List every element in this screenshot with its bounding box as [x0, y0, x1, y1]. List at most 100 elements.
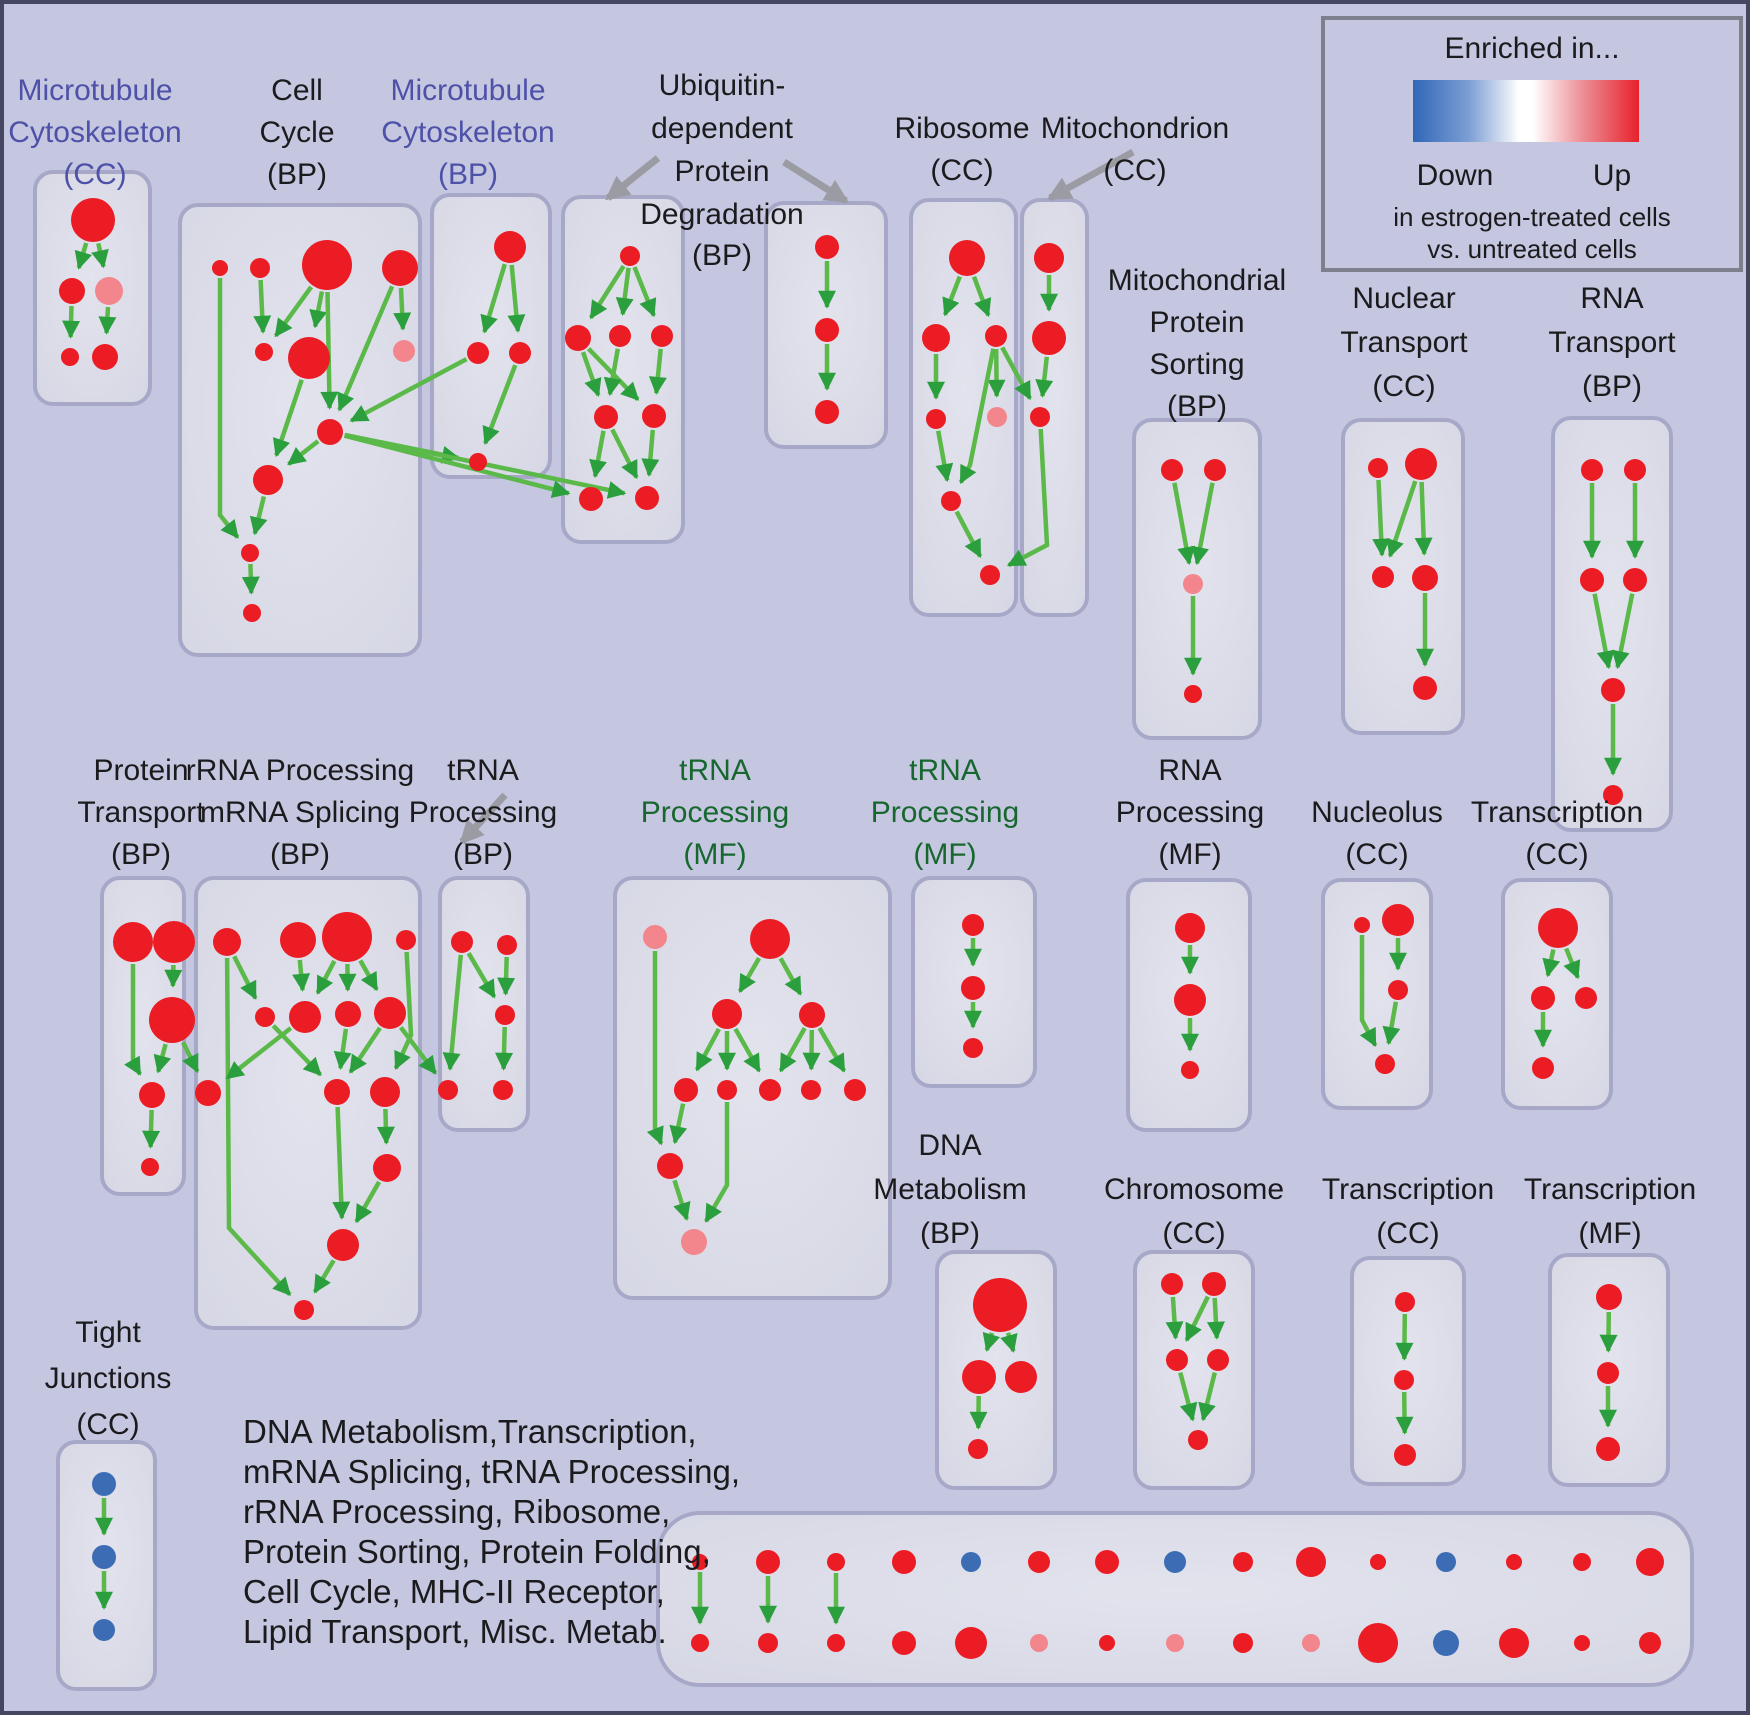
edge-arrow: [354, 1180, 382, 1224]
box-nuc_trans: [1341, 418, 1465, 735]
edge-arrow: [497, 956, 516, 996]
node-up: [1372, 566, 1394, 588]
label-transcription_cc_mid: Transcription: [1471, 796, 1643, 829]
edge-arrow: [1414, 481, 1433, 556]
label-pointer-arrow-icon: [459, 792, 508, 845]
label-ubiq_a: Ubiquitin-: [659, 69, 786, 102]
node-up: [968, 1439, 988, 1459]
node-up: [844, 1079, 866, 1101]
edge-arrow: [482, 364, 518, 445]
note-line: mRNA Splicing, tRNA Processing,: [243, 1453, 740, 1490]
edge-arrow: [337, 285, 395, 412]
edge-arrow: [648, 348, 667, 395]
edge-arrow: [348, 1026, 382, 1074]
edge-arrow: [343, 433, 571, 498]
node-up: [497, 935, 517, 955]
node-up: [973, 1278, 1027, 1332]
box-transcription_cc_mid: [1501, 878, 1613, 1110]
edge-arrow: [1395, 1313, 1414, 1361]
node-up: [1005, 1361, 1037, 1393]
label-mito: Mitochondrion: [1041, 112, 1229, 145]
node-up: [59, 278, 85, 304]
node-up: [922, 324, 950, 352]
node-up: [1413, 676, 1437, 700]
label-mt_bp: (BP): [438, 158, 498, 191]
label-mt_cc: Cytoskeleton: [8, 116, 181, 149]
node-up: [1207, 1349, 1229, 1371]
node-up: [280, 922, 316, 958]
node-up: [1095, 1550, 1119, 1574]
node-up: [1405, 448, 1437, 480]
edge-arrow: [737, 956, 762, 993]
node-up: [1188, 1430, 1208, 1450]
node-up: [1603, 785, 1623, 805]
edge-arrow: [1184, 1295, 1210, 1342]
note-line: Cell Cycle, MHC-II Receptor,: [243, 1573, 665, 1610]
node-up: [61, 348, 79, 366]
label-tight_junctions: Junctions: [45, 1362, 172, 1395]
edge-arrow: [987, 348, 1006, 398]
node-weak-up: [643, 925, 667, 949]
note-line: DNA Metabolism,Transcription,: [243, 1413, 697, 1450]
node-up: [609, 325, 631, 347]
edge-arrow: [1165, 1296, 1184, 1340]
node-up: [149, 997, 195, 1043]
node-up: [892, 1550, 916, 1574]
node-up: [1354, 917, 1370, 933]
edge-arrow: [315, 959, 337, 995]
node-up: [962, 914, 984, 936]
label-nuc_trans: Transport: [1340, 326, 1468, 359]
label-mt_bp: Microtubule: [390, 74, 545, 107]
node-up: [1030, 407, 1050, 427]
label-transcription_cc_bot: (CC): [1376, 1217, 1439, 1250]
node-up: [892, 1631, 916, 1655]
label-nuc_trans: Nuclear: [1352, 282, 1455, 315]
label-mt_cc: (CC): [63, 158, 126, 191]
box-nucleolus: [1321, 878, 1433, 1110]
node-up: [1204, 459, 1226, 481]
edge-arrow: [393, 951, 414, 1070]
edge-arrow: [253, 279, 272, 334]
node-up: [815, 400, 839, 424]
label-rna_proc_mf: RNA: [1158, 754, 1221, 787]
node-up: [1499, 1628, 1529, 1658]
label-ubiq_a: dependent: [651, 112, 793, 145]
label-ribosome: Ribosome: [894, 112, 1029, 145]
edge-arrow: [1542, 949, 1561, 978]
edge-arrow: [507, 264, 526, 333]
label-rna_trans: RNA: [1580, 282, 1643, 315]
label-tight_junctions: Tight: [75, 1316, 141, 1349]
node-up: [985, 325, 1007, 347]
edge-arrow: [399, 1026, 438, 1075]
label-trna_mf_small: (MF): [913, 838, 976, 871]
node-up: [92, 344, 118, 370]
edge-arrow: [1372, 479, 1391, 557]
node-up: [926, 409, 946, 429]
label-chromosome: Chromosome: [1104, 1173, 1284, 1206]
node-up: [1161, 459, 1183, 481]
node-up: [255, 1007, 275, 1027]
node-up: [335, 1001, 361, 1027]
node-up: [692, 1554, 708, 1570]
label-prot_trans: (BP): [111, 838, 171, 871]
node-up: [374, 997, 406, 1029]
legend-title: Enriched in...: [1444, 32, 1619, 65]
node-weak-up: [1030, 1634, 1048, 1652]
edge-arrow: [672, 1179, 691, 1221]
node-up: [141, 1158, 159, 1176]
label-pointer-arrow-icon: [782, 159, 850, 204]
edge-arrow: [376, 1108, 395, 1145]
node-weak-up: [1183, 574, 1203, 594]
node-up: [961, 976, 985, 1000]
edge-arrow: [1599, 1311, 1618, 1353]
node-up: [651, 325, 673, 347]
node-down: [1433, 1630, 1459, 1656]
edge-arrow: [1611, 593, 1635, 670]
edge-arrow: [1007, 428, 1050, 568]
label-pointer-arrow-icon: [605, 155, 661, 201]
label-mt_cc: Microtubule: [17, 74, 172, 107]
node-up: [579, 487, 603, 511]
edge-arrow: [1563, 947, 1581, 980]
